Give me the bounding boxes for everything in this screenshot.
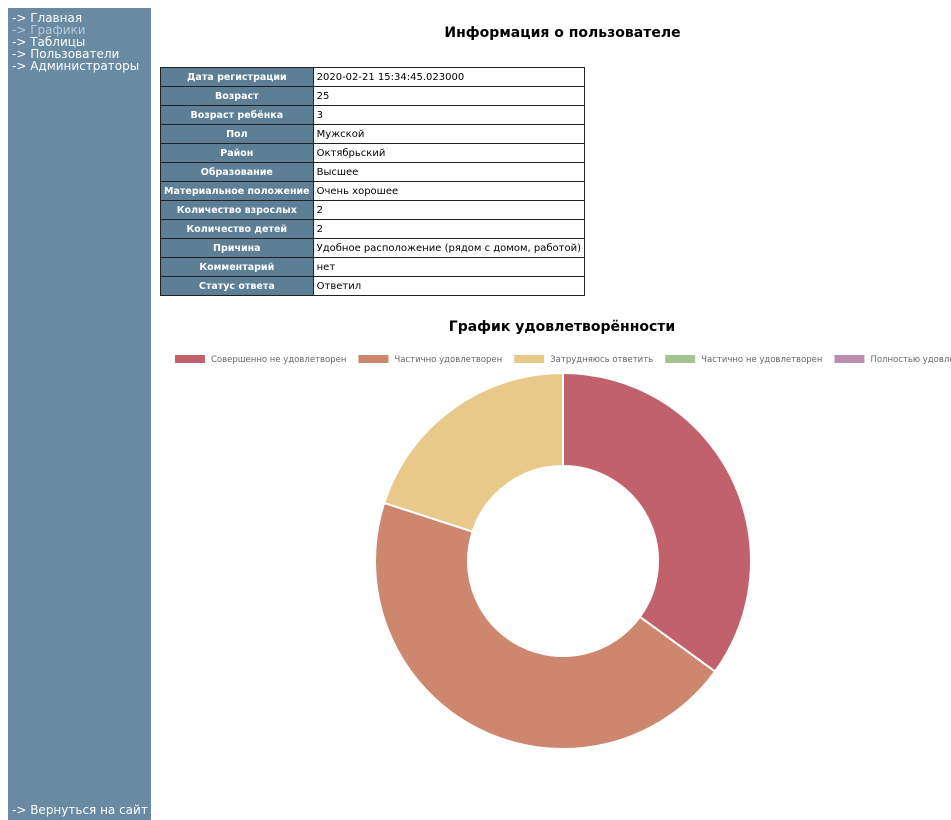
table-row: Комментарий нет (160, 257, 585, 277)
nav-link[interactable]: -> Пользователи (12, 47, 120, 61)
table-row: Пол Мужской (160, 124, 585, 144)
table-row: Возраст ребёнка 3 (160, 105, 585, 125)
nav: -> Главная -> Графики -> Таблицы -> Пользов… (8, 8, 151, 72)
row-label: Дата регистрации (160, 67, 314, 87)
row-value: нет (312, 257, 585, 277)
row-label: Причина (160, 238, 314, 258)
row-value: 2 (312, 200, 585, 220)
nav-link[interactable]: -> Таблицы (12, 35, 86, 49)
legend-swatch (665, 355, 696, 363)
row-label: Пол (160, 124, 314, 144)
row-label: Район (160, 143, 314, 163)
legend-label: Полностью удовлетворен (870, 355, 951, 365)
legend-swatch (834, 355, 865, 363)
chart-title: График удовлетворённости (449, 319, 675, 335)
row-value: Удобное расположение (рядом с домом, раб… (312, 238, 585, 258)
table-row: Статус ответа Ответил (160, 276, 585, 296)
legend-swatch (514, 355, 545, 363)
doughnut-segment (374, 501, 717, 750)
row-value: Очень хорошее (312, 181, 585, 201)
row-value: Мужской (312, 124, 585, 144)
row-value: 3 (312, 105, 585, 125)
nav-link[interactable]: -> Администраторы (12, 59, 140, 73)
table-row: Количество взрослых 2 (160, 200, 585, 220)
row-value: 25 (312, 86, 585, 106)
table-row: Дата регистрации 2020-02-21 15:34:45.0230… (160, 67, 585, 87)
legend-label: Частично удовлетворен (394, 355, 502, 365)
row-value: 2 (312, 219, 585, 239)
row-value: 2020-02-21 15:34:45.023000 (312, 67, 585, 87)
row-label: Количество взрослых (160, 200, 314, 220)
row-label: Возраст ребёнка (160, 105, 314, 125)
legend-label: Частично не удовлетворен (701, 355, 822, 365)
table-row: Материальное положение Очень хорошее (160, 181, 585, 201)
page-title: Информация о пользователе (444, 25, 681, 41)
table-row: Причина Удобное расположение (рядом с дом… (160, 238, 585, 258)
nav-link[interactable]: -> Графики (12, 23, 86, 37)
table-row: Возраст 25 (160, 86, 585, 106)
table-row: Количество детей 2 (160, 219, 585, 239)
row-label: Образование (160, 162, 314, 182)
row-label: Возраст (160, 86, 314, 106)
doughnut-segment (382, 371, 564, 533)
row-value: Ответил (312, 276, 585, 296)
doughnut-segment (562, 371, 752, 673)
legend-label: Совершенно не удовлетворен (211, 355, 346, 365)
row-value: Октябрьский (312, 143, 585, 163)
legend-swatch (175, 355, 205, 363)
legend-swatch (358, 355, 389, 363)
row-label: Количество детей (160, 219, 314, 239)
info-table: Дата регистрации 2020-02-21 15:34:45.0230… (160, 67, 585, 296)
row-value: Высшее (312, 162, 585, 182)
sidebar: -> Главная -> Графики -> Таблицы -> Пользов… (8, 8, 151, 820)
table-row: Район Октябрьский (160, 143, 585, 163)
row-label: Комментарий (160, 257, 314, 277)
row-label: Материальное положение (160, 181, 314, 201)
nav-link[interactable]: -> Главная (12, 11, 83, 25)
table-row: Образование Высшее (160, 162, 585, 182)
legend-label: Затрудняюсь ответить (550, 355, 653, 365)
back-link[interactable]: -> Вернуться на сайт (12, 803, 148, 817)
row-label: Статус ответа (160, 276, 314, 296)
